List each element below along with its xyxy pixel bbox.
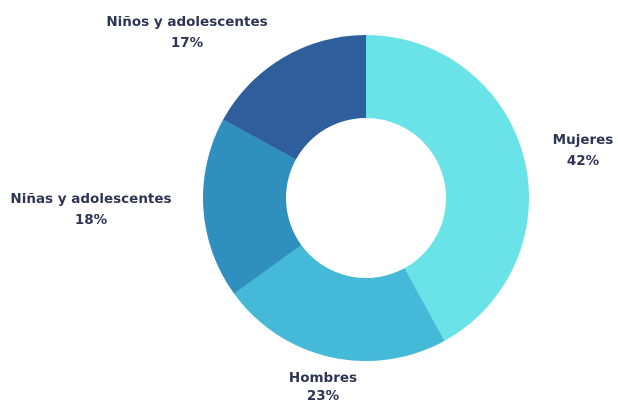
donut-slice-3 [223,35,366,160]
slice-label-name: Niños y adolescentes [106,14,267,30]
donut-slice-0 [366,35,529,341]
slice-label-percent: 17% [171,35,204,51]
donut-slices [202,35,529,361]
slice-label-percent: 23% [307,388,340,402]
donut-slice-2 [202,119,302,294]
slice-label-percent: 18% [75,212,108,228]
donut-slice-1 [234,245,445,361]
slice-label-name: Mujeres [553,132,614,148]
slice-label-percent: 42% [567,153,600,169]
slice-labels: Mujeres 42% Hombres 23% Niñas y adolesce… [10,14,613,402]
slice-label-name: Niñas y adolescentes [10,191,171,207]
slice-label-name: Hombres [289,370,357,386]
